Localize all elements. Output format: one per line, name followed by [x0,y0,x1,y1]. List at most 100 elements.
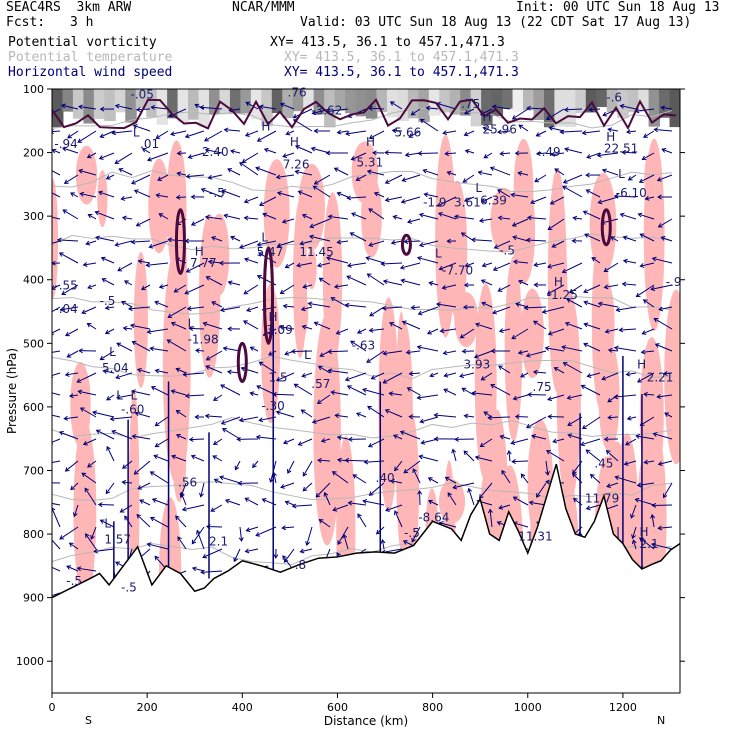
wind-arrow [61,104,79,110]
wind-arrow [205,365,223,374]
wind-arrowhead [87,213,93,219]
wind-arrowhead [410,304,416,310]
wind-arrowhead [173,288,179,293]
wind-arrowhead [641,155,647,161]
wind-arrow [389,322,403,330]
wind-arrow [121,301,133,308]
wind-arrow [293,108,313,119]
wind-arrow [468,488,475,506]
stratosphere-shade [282,89,294,119]
wind-arrow [404,240,421,243]
wind-arrow [294,383,313,396]
stratosphere-shade [460,89,472,116]
wind-arrowhead [101,278,107,283]
wind-arrowhead [244,548,250,554]
wind-arrowhead [318,518,324,524]
terrain-layer [52,463,680,693]
wind-arrowhead [134,411,140,417]
wind-arrow [81,472,97,484]
wind-arrow [419,240,439,247]
wind-arrow [474,350,493,358]
wind-arrow [155,369,169,374]
wind-arrowhead [491,104,497,110]
wind-arrowhead [301,324,307,330]
wind-arrowhead [375,529,381,535]
wind-arrow [583,343,601,352]
wind-arrowhead [185,173,191,179]
wind-arrowhead [330,390,336,396]
wind-arrow [52,240,61,244]
stratosphere-shade [62,89,74,112]
wind-arrowhead [368,134,374,140]
wind-arrow [243,320,259,330]
pv-contour [262,246,274,345]
wind-arrow [520,372,529,378]
wind-arrow [489,509,493,528]
wind-arrowhead [368,491,374,496]
wind-arrowhead [273,554,279,559]
wind-arrowhead [418,454,424,460]
wind-arrow [534,262,547,266]
wind-arrow [368,438,385,448]
stratosphere-shade [156,89,169,125]
pv-positive-region [52,179,59,299]
wind-arrow [171,455,187,462]
wind-arrowhead [643,459,649,465]
wind-arrowhead [626,415,632,421]
wind-arrowhead [109,416,115,422]
wind-arrowhead [90,534,95,540]
wind-arrow [616,306,637,311]
wind-arrowhead [541,309,547,314]
wind-arrowhead [190,221,196,226]
wind-arrowhead [68,542,74,548]
wind-arrow [167,339,187,352]
wind-arrowhead [336,239,342,245]
wind-arrowhead [487,415,492,421]
wind-arrow [390,480,403,484]
wind-arrow [150,471,169,484]
wind-arrowhead [423,192,429,198]
wind-arrowhead [583,342,589,348]
field-label: 11.31 [518,529,552,543]
wind-arrowhead [561,345,567,350]
y-tick-label: 600 [23,401,44,414]
wind-arrow [95,211,115,220]
wind-arrowhead [419,418,425,424]
wind-arrowhead [417,150,423,156]
wind-arrow [170,130,187,135]
wind-arrowhead [336,191,342,197]
wind-arrow [479,218,493,222]
wind-arrow [345,372,367,381]
wind-arrow [302,460,313,477]
wind-arrowhead [661,148,667,153]
wind-arrow [569,284,583,294]
wind-arrowhead [463,282,469,288]
stratosphere-shade [219,89,231,115]
wind-arrow [490,167,511,176]
wind-arrowhead [132,124,138,129]
field-label: -.5 [121,580,137,594]
wind-arrowhead [333,284,339,289]
wind-arrow [369,328,385,332]
wind-arrowhead [517,350,523,355]
field-label: 5.47 [257,245,284,259]
wind-arrow [200,482,205,497]
field-label: H [606,130,615,144]
wind-arrow [313,185,331,198]
wind-arrow [567,394,583,399]
wind-arrowhead [382,350,388,356]
field-label: H [290,135,299,149]
wind-arrow [639,174,655,183]
wind-arrow [59,431,79,440]
stratosphere-shade [543,89,556,128]
wind-arrowhead [207,174,213,180]
wind-arrowhead [105,175,111,180]
wind-arrow [59,252,79,264]
wind-arrow [242,152,259,163]
wind-arrowhead [335,330,341,335]
wind-arrow [439,522,457,528]
stratosphere-shade [313,89,326,115]
wind-arrow [277,192,295,198]
field-label: .8 [295,558,306,572]
